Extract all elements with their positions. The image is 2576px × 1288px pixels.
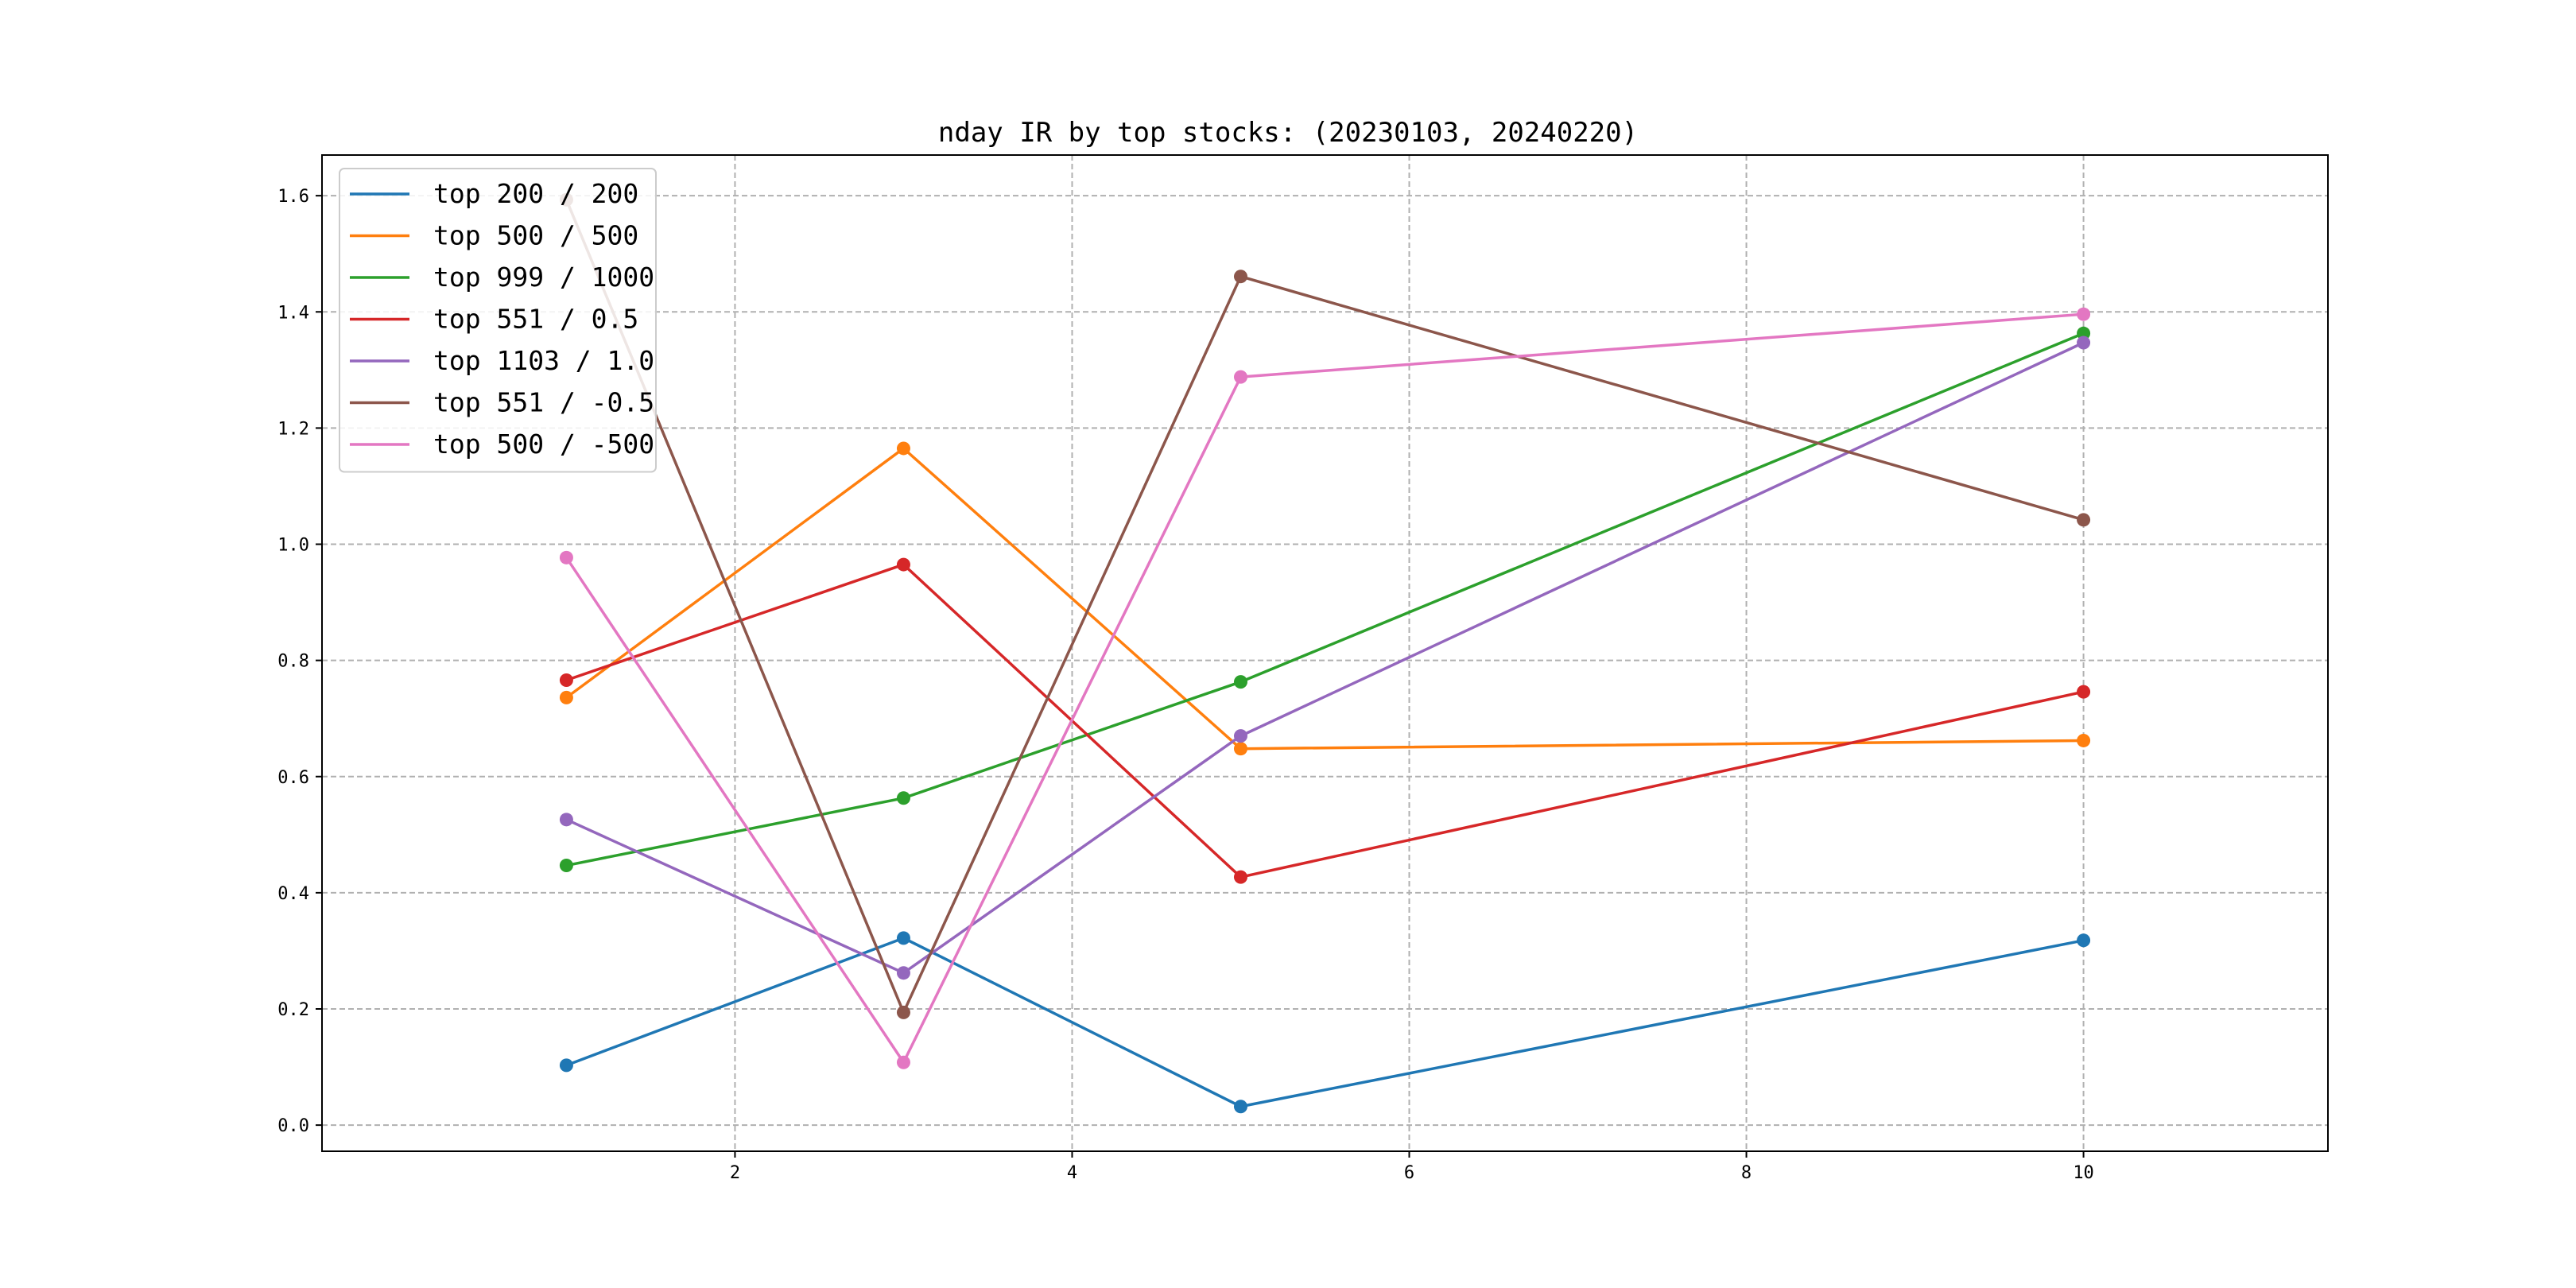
legend-label: top 999 / 1000 bbox=[433, 262, 654, 293]
series-line bbox=[564, 332, 2085, 867]
data-point bbox=[559, 673, 573, 687]
data-point bbox=[896, 441, 910, 456]
chart-title: nday IR by top stocks: (20230103, 202402… bbox=[938, 117, 1638, 149]
legend-label: top 200 / 200 bbox=[433, 178, 638, 209]
data-point bbox=[1233, 270, 1247, 284]
data-point bbox=[2077, 733, 2091, 747]
y-tick-label: 1.0 bbox=[277, 536, 309, 556]
data-point bbox=[896, 1055, 910, 1069]
series-line bbox=[564, 937, 2085, 1108]
data-point bbox=[896, 1005, 910, 1019]
y-tick-label: 1.6 bbox=[277, 187, 309, 207]
y-tick-label: 1.2 bbox=[277, 419, 309, 439]
data-point bbox=[1233, 370, 1247, 384]
data-point bbox=[896, 791, 910, 805]
legend: top 200 / 200 top 500 / 500 top 999 / 1000… bbox=[339, 168, 657, 473]
data-point bbox=[2077, 326, 2091, 340]
y-tick-label: 0.6 bbox=[277, 768, 309, 788]
legend-label: top 551 / 0.5 bbox=[433, 304, 638, 335]
data-point bbox=[559, 1058, 573, 1073]
data-point bbox=[2077, 336, 2091, 350]
series-line bbox=[564, 341, 2085, 975]
x-tick-label: 6 bbox=[1404, 1163, 1414, 1183]
data-point bbox=[1233, 1100, 1247, 1114]
y-axis: 0.0 0.2 0.4 0.6 0.8 1.0 1.2 1.4 1.6 bbox=[277, 187, 322, 1136]
series-2 bbox=[559, 441, 2091, 756]
legend-item: top 1103 / 1.0 bbox=[350, 345, 654, 376]
series-line bbox=[564, 198, 2085, 1014]
legend-box bbox=[339, 168, 657, 473]
series-line bbox=[564, 312, 2085, 1064]
data-point bbox=[559, 550, 573, 564]
plot-frame bbox=[321, 154, 2329, 1152]
series-7 bbox=[559, 307, 2091, 1069]
x-tick-label: 2 bbox=[730, 1163, 740, 1183]
data-point bbox=[896, 557, 910, 572]
data-point bbox=[2077, 513, 2091, 527]
y-tick-label: 0.4 bbox=[277, 884, 309, 904]
legend-item: top 500 / -500 bbox=[350, 429, 654, 460]
data-point bbox=[559, 690, 573, 704]
legend-item: top 551 / -0.5 bbox=[350, 387, 654, 418]
legend-item: top 200 / 200 bbox=[350, 178, 638, 209]
x-tick-label: 4 bbox=[1067, 1163, 1077, 1183]
legend-label: top 1103 / 1.0 bbox=[433, 345, 654, 376]
series-line bbox=[564, 447, 2085, 751]
data-point bbox=[559, 859, 573, 873]
x-axis: 2 4 6 8 10 bbox=[730, 1151, 2094, 1183]
x-tick-label: 8 bbox=[1741, 1163, 1752, 1183]
data-point bbox=[2077, 307, 2091, 321]
series-1 bbox=[559, 931, 2091, 1114]
data-point bbox=[896, 966, 910, 980]
series-layer bbox=[559, 192, 2091, 1114]
data-point bbox=[896, 931, 910, 945]
legend-item: top 999 / 1000 bbox=[350, 262, 654, 293]
legend-item: top 500 / 500 bbox=[350, 220, 638, 251]
legend-label: top 500 / -500 bbox=[433, 429, 654, 460]
data-point bbox=[1233, 870, 1247, 884]
y-tick-label: 1.4 bbox=[277, 303, 309, 323]
data-point bbox=[2077, 685, 2091, 699]
y-tick-label: 0.8 bbox=[277, 652, 309, 672]
legend-item: top 551 / 0.5 bbox=[350, 304, 638, 335]
data-point bbox=[1233, 742, 1247, 756]
legend-label: top 500 / 500 bbox=[433, 220, 638, 251]
series-3 bbox=[559, 326, 2091, 873]
y-tick-label: 0.0 bbox=[277, 1116, 309, 1136]
data-point bbox=[1233, 675, 1247, 689]
legend-label: top 551 / -0.5 bbox=[433, 387, 654, 418]
data-point bbox=[2077, 933, 2091, 948]
x-tick-label: 10 bbox=[2073, 1163, 2094, 1183]
series-5 bbox=[559, 336, 2091, 980]
data-point bbox=[1233, 729, 1247, 743]
data-point bbox=[559, 813, 573, 827]
y-tick-label: 0.2 bbox=[277, 1000, 309, 1020]
